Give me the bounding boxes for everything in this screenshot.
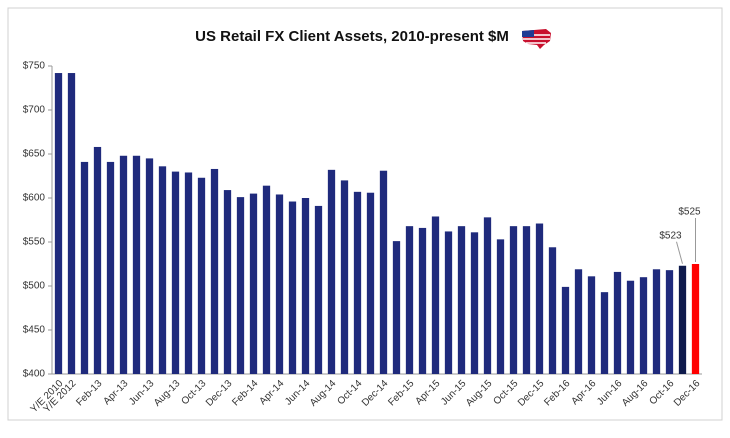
y-tick-label: $750 [23,61,46,72]
bar [639,277,648,374]
bar [444,231,453,374]
y-tick-label: $450 [23,325,46,336]
value-label: $525 [678,207,701,218]
bar [93,146,102,374]
bar [691,264,700,374]
bar [132,155,141,374]
bar [67,73,76,374]
bar [522,226,531,374]
bar [223,190,232,374]
bar [184,172,193,374]
bar [470,232,479,374]
y-tick-label: $650 [23,149,46,160]
bar [106,161,115,374]
bar [509,226,518,374]
bar [600,292,609,374]
bar [327,169,336,374]
bar [54,73,63,374]
bar [587,276,596,374]
us-flag-icon [522,29,551,49]
bar [379,170,388,374]
value-label: $523 [659,230,682,241]
y-tick-label: $500 [23,281,46,292]
bar [119,155,128,374]
bar [80,161,89,374]
bar [678,265,687,374]
bar [457,226,466,374]
value-label-leader [676,241,683,264]
bar [548,247,557,374]
chart-title: US Retail FX Client Assets, 2010-present… [195,28,509,45]
y-tick-label: $400 [23,369,46,380]
bar [483,217,492,374]
bar [366,192,375,374]
bar [535,223,544,374]
bar [626,280,635,374]
bar [340,180,349,374]
bar [145,158,154,374]
y-tick-label: $550 [23,237,46,248]
bar [574,269,583,374]
bar [405,226,414,374]
bar [236,197,245,374]
bar [613,271,622,374]
bar [431,216,440,374]
bar [652,269,661,374]
y-tick-label: $700 [23,105,46,116]
bar [561,286,570,374]
bar [262,185,271,374]
bar [314,205,323,374]
bar [171,171,180,374]
bar [418,227,427,374]
bar [392,241,401,374]
bar [158,166,167,374]
bar [275,194,284,374]
bar [665,270,674,374]
bar [496,239,505,374]
bar [249,193,258,374]
bar [197,177,206,374]
bar [301,198,310,374]
bar [288,201,297,374]
bar [210,168,219,374]
bar [353,191,362,374]
y-tick-label: $600 [23,193,46,204]
